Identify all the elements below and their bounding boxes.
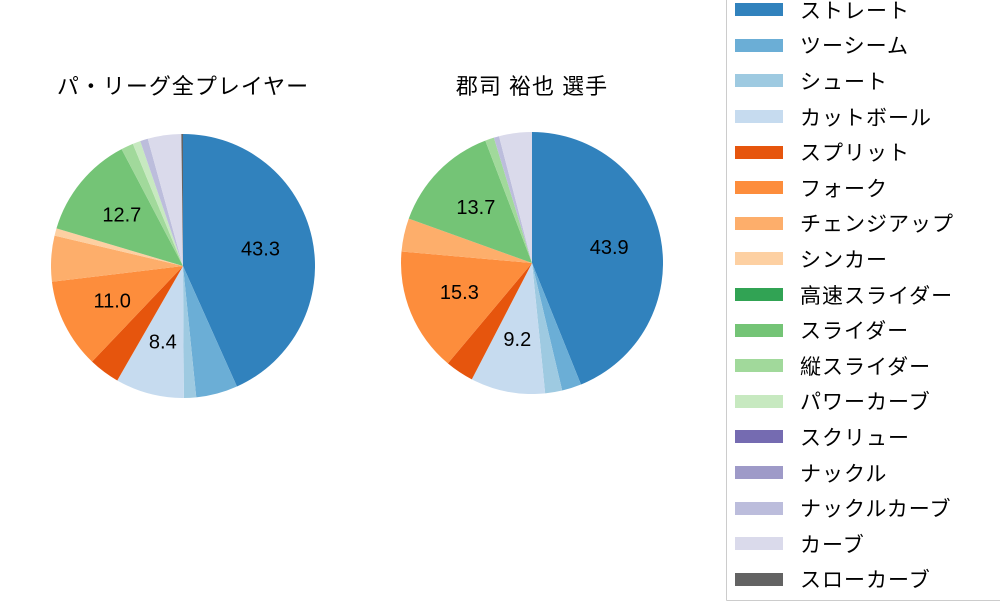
legend-swatch	[735, 394, 783, 408]
legend-label: 縦スライダー	[800, 355, 932, 379]
legend-label: スプリット	[800, 142, 910, 166]
legend-swatch	[735, 501, 783, 515]
pie-slice	[54, 228, 183, 266]
legend-label: スライダー	[800, 320, 910, 344]
pie-slice	[183, 266, 197, 398]
legend-item: スプリット	[735, 134, 1000, 170]
legend-swatch	[735, 252, 783, 266]
pie-slice	[485, 137, 532, 263]
legend-label: フォーク	[800, 177, 888, 201]
legend-swatch	[735, 181, 783, 195]
pie-slice	[532, 263, 581, 391]
right-pie-title: 郡司 裕也 選手	[455, 74, 609, 99]
legend-label: ナックルカーブ	[800, 498, 952, 522]
pie-slice	[499, 132, 532, 263]
legend-swatch	[735, 110, 783, 124]
pie-percent-label: 12.7	[102, 205, 141, 227]
legend-swatch	[735, 430, 783, 444]
legend-swatch	[735, 74, 783, 88]
legend-label: ツーシーム	[800, 35, 909, 59]
legend-label: チェンジアップ	[800, 213, 954, 237]
legend-swatch	[735, 323, 783, 337]
legend-label: シュート	[800, 70, 888, 94]
legend-swatch	[735, 466, 783, 480]
pie-slice	[117, 266, 184, 398]
pie-slice	[493, 136, 532, 263]
pie-percent-label: 13.7	[456, 197, 495, 219]
legend-swatch	[735, 537, 783, 551]
legend-swatch	[735, 572, 783, 586]
legend-item: ナックルカーブ	[735, 490, 1000, 526]
pie-percent-label: 9.2	[503, 329, 531, 351]
legend-item: パワーカーブ	[735, 384, 1000, 420]
pie-slice	[401, 251, 532, 364]
pie-slice	[92, 266, 183, 381]
legend-label: スクリュー	[800, 426, 910, 450]
pie-slice	[532, 263, 563, 394]
legend-swatch	[735, 3, 783, 17]
pie-slice	[140, 138, 183, 266]
legend-label: ストレート	[800, 0, 910, 23]
legend-item: カーブ	[735, 526, 1000, 562]
legend-label: カットボール	[800, 106, 932, 130]
pie-slice	[183, 134, 315, 387]
pie-percent-label: 43.9	[590, 237, 629, 259]
legend-item: スローカーブ	[735, 562, 1000, 598]
legend-item: シュート	[735, 63, 1000, 99]
pie-slice	[121, 143, 183, 266]
pie-slice	[56, 149, 184, 266]
pie-slice	[181, 134, 183, 266]
legend-item: シンカー	[735, 241, 1000, 277]
legend-label: 高速スライダー	[800, 284, 954, 308]
legend-swatch	[735, 145, 783, 159]
legend-swatch	[735, 359, 783, 373]
pie-slice	[447, 263, 532, 380]
pie-slice	[51, 266, 183, 362]
legend-label: パワーカーブ	[800, 391, 931, 415]
legend-item: フォーク	[735, 170, 1000, 206]
legend-swatch	[735, 288, 783, 302]
legend-item: ナックル	[735, 455, 1000, 491]
pie-slice	[132, 141, 183, 266]
pie-percent-label: 15.3	[440, 282, 479, 304]
legend-item: チェンジアップ	[735, 206, 1000, 242]
legend-label: カーブ	[800, 533, 865, 557]
legend: ストレートツーシームシュートカットボール スプリットフォークチェンジアップ シンカー…	[726, 0, 1000, 601]
legend-label: シンカー	[800, 248, 888, 272]
pie-percent-label: 11.0	[93, 291, 130, 313]
right-pie-chart: 43.9 9.2 15.3 13.7	[401, 132, 663, 394]
legend-item: スクリュー	[735, 419, 1000, 455]
legend-swatch	[735, 38, 783, 52]
pie-slice	[51, 235, 183, 282]
legend-item: ツーシーム	[735, 28, 1000, 64]
legend-item: 縦スライダー	[735, 348, 1000, 384]
left-pie-chart: 43.3 8.4 11.0 12.7	[51, 134, 315, 398]
left-pie-title: パ・リーグ全プレイヤー	[56, 74, 310, 99]
pie-slice	[408, 140, 532, 263]
pie-percent-label: 8.4	[149, 332, 177, 354]
pie-slice	[471, 263, 546, 394]
pie-slice	[183, 266, 237, 398]
legend-item: スライダー	[735, 312, 1000, 348]
pie-slice	[401, 218, 532, 263]
legend-label: スローカーブ	[800, 569, 931, 593]
legend-swatch	[735, 216, 783, 230]
legend-item: 高速スライダー	[735, 277, 1000, 313]
pie-slice	[532, 132, 663, 385]
legend-label: ナックル	[800, 462, 888, 486]
pie-percent-label: 43.3	[241, 239, 280, 261]
pie-slice	[147, 134, 183, 266]
legend-item: カットボール	[735, 99, 1000, 135]
legend-item: ストレート	[735, 0, 1000, 28]
